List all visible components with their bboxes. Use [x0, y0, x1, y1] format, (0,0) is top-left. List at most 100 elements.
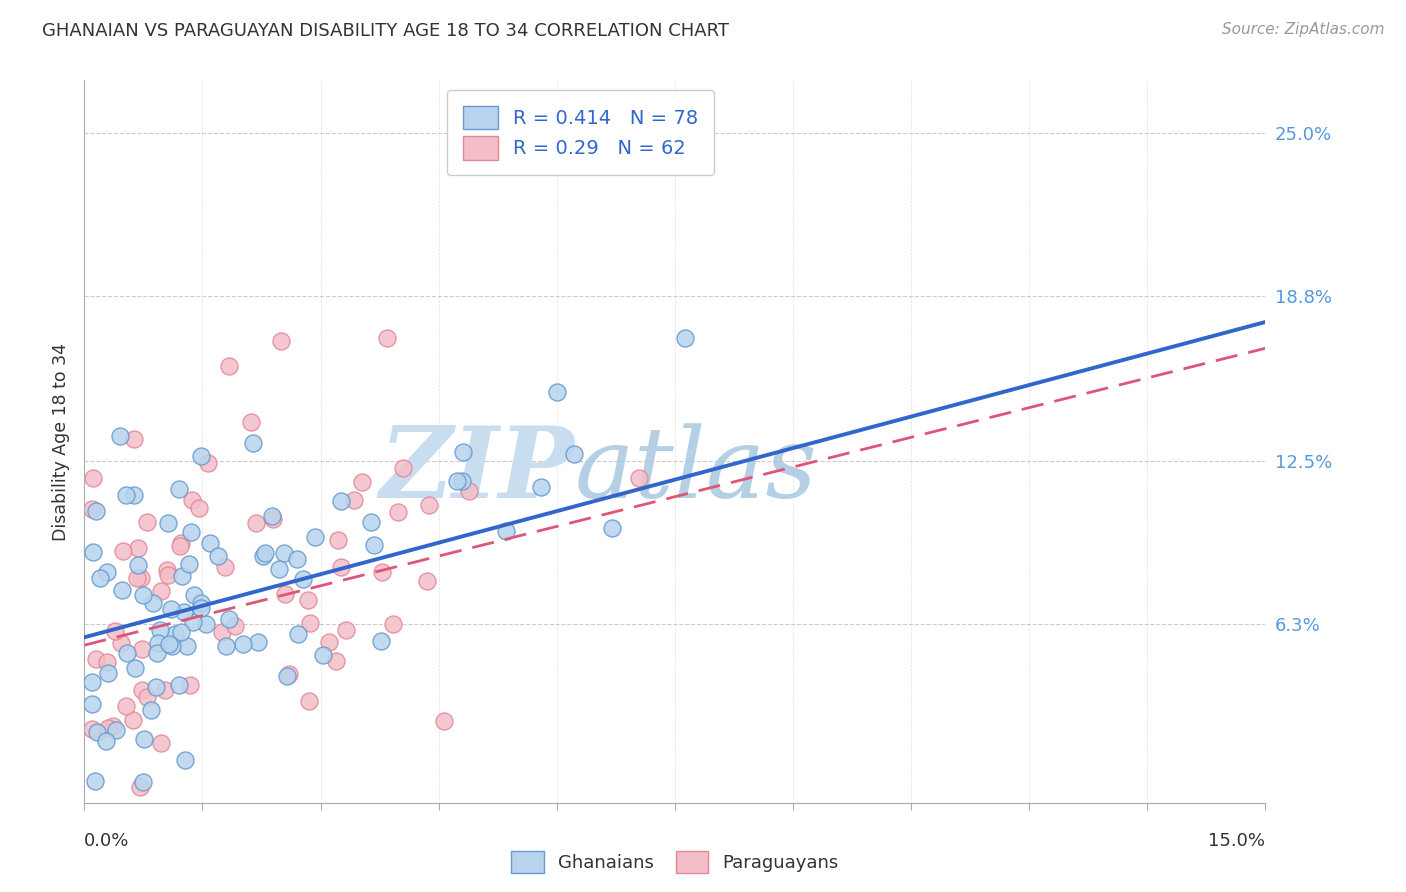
Point: [169, 482, 191, 496]
Point: [111, 582, 134, 597]
Point: [451, 475, 474, 489]
Point: [104, 723, 127, 737]
Y-axis label: Disability Age 18 to 34: Disability Age 18 to 34: [52, 343, 70, 541]
Point: [111, 544, 134, 558]
Point: [149, 736, 172, 750]
Point: [131, 682, 153, 697]
Point: [183, 615, 205, 629]
Point: [451, 445, 474, 459]
Point: [157, 516, 180, 530]
Point: [172, 569, 194, 583]
Point: [530, 480, 553, 494]
Point: [330, 559, 353, 574]
Point: [122, 432, 145, 446]
Point: [458, 483, 481, 498]
Point: [433, 714, 456, 728]
Point: [82, 723, 104, 737]
Point: [173, 605, 195, 619]
Text: atlas: atlas: [575, 423, 817, 518]
Point: [673, 331, 696, 345]
Point: [170, 536, 193, 550]
Point: [82, 470, 104, 484]
Point: [195, 617, 218, 632]
Text: GHANAIAN VS PARAGUAYAN DISABILITY AGE 18 TO 34 CORRELATION CHART: GHANAIAN VS PARAGUAYAN DISABILITY AGE 18…: [42, 22, 730, 40]
Point: [387, 504, 409, 518]
Point: [165, 627, 187, 641]
Point: [127, 541, 149, 555]
Point: [179, 557, 201, 571]
Point: [110, 429, 132, 443]
Point: [304, 530, 326, 544]
Point: [267, 562, 290, 576]
Point: [360, 515, 382, 529]
Text: ZIP: ZIP: [380, 422, 575, 518]
Point: [391, 460, 413, 475]
Point: [312, 648, 335, 662]
Point: [562, 447, 585, 461]
Point: [326, 533, 349, 547]
Point: [181, 493, 204, 508]
Point: [291, 572, 314, 586]
Point: [343, 493, 366, 508]
Point: [97, 722, 120, 736]
Point: [142, 595, 165, 609]
Point: [298, 693, 321, 707]
Point: [169, 539, 191, 553]
Point: [381, 617, 404, 632]
Point: [198, 536, 221, 550]
Point: [277, 667, 299, 681]
Point: [96, 565, 118, 579]
Point: [252, 549, 274, 564]
Point: [156, 564, 179, 578]
Point: [174, 753, 197, 767]
Point: [146, 636, 169, 650]
Point: [273, 546, 295, 560]
Point: [114, 698, 136, 713]
Point: [600, 521, 623, 535]
Point: [274, 587, 297, 601]
Point: [239, 416, 262, 430]
Point: [103, 719, 125, 733]
Point: [157, 637, 180, 651]
Point: [96, 733, 118, 747]
Point: [190, 596, 212, 610]
Point: [415, 574, 437, 589]
Point: [131, 775, 153, 789]
Point: [262, 512, 284, 526]
Point: [245, 516, 267, 530]
Point: [82, 697, 104, 711]
Point: [247, 635, 270, 649]
Point: [218, 359, 240, 373]
Point: [446, 475, 468, 489]
Point: [325, 654, 347, 668]
Point: [160, 639, 183, 653]
Point: [135, 516, 157, 530]
Point: [371, 565, 394, 579]
Point: [176, 639, 198, 653]
Point: [159, 601, 181, 615]
Point: [187, 500, 209, 515]
Point: [82, 502, 104, 516]
Point: [149, 623, 172, 637]
Point: [628, 471, 651, 485]
Point: [287, 627, 309, 641]
Point: [298, 616, 321, 631]
Point: [197, 456, 219, 470]
Point: [170, 624, 193, 639]
Point: [84, 504, 107, 518]
Point: [96, 655, 118, 669]
Point: [145, 680, 167, 694]
Point: [156, 568, 179, 582]
Point: [276, 669, 298, 683]
Point: [127, 558, 149, 573]
Point: [129, 571, 152, 585]
Point: [179, 678, 201, 692]
Legend: Ghanaians, Paraguayans: Ghanaians, Paraguayans: [503, 844, 846, 880]
Text: 15.0%: 15.0%: [1208, 831, 1265, 850]
Point: [122, 488, 145, 502]
Point: [495, 524, 517, 539]
Point: [218, 612, 240, 626]
Point: [82, 545, 104, 559]
Point: [124, 661, 146, 675]
Point: [190, 601, 212, 615]
